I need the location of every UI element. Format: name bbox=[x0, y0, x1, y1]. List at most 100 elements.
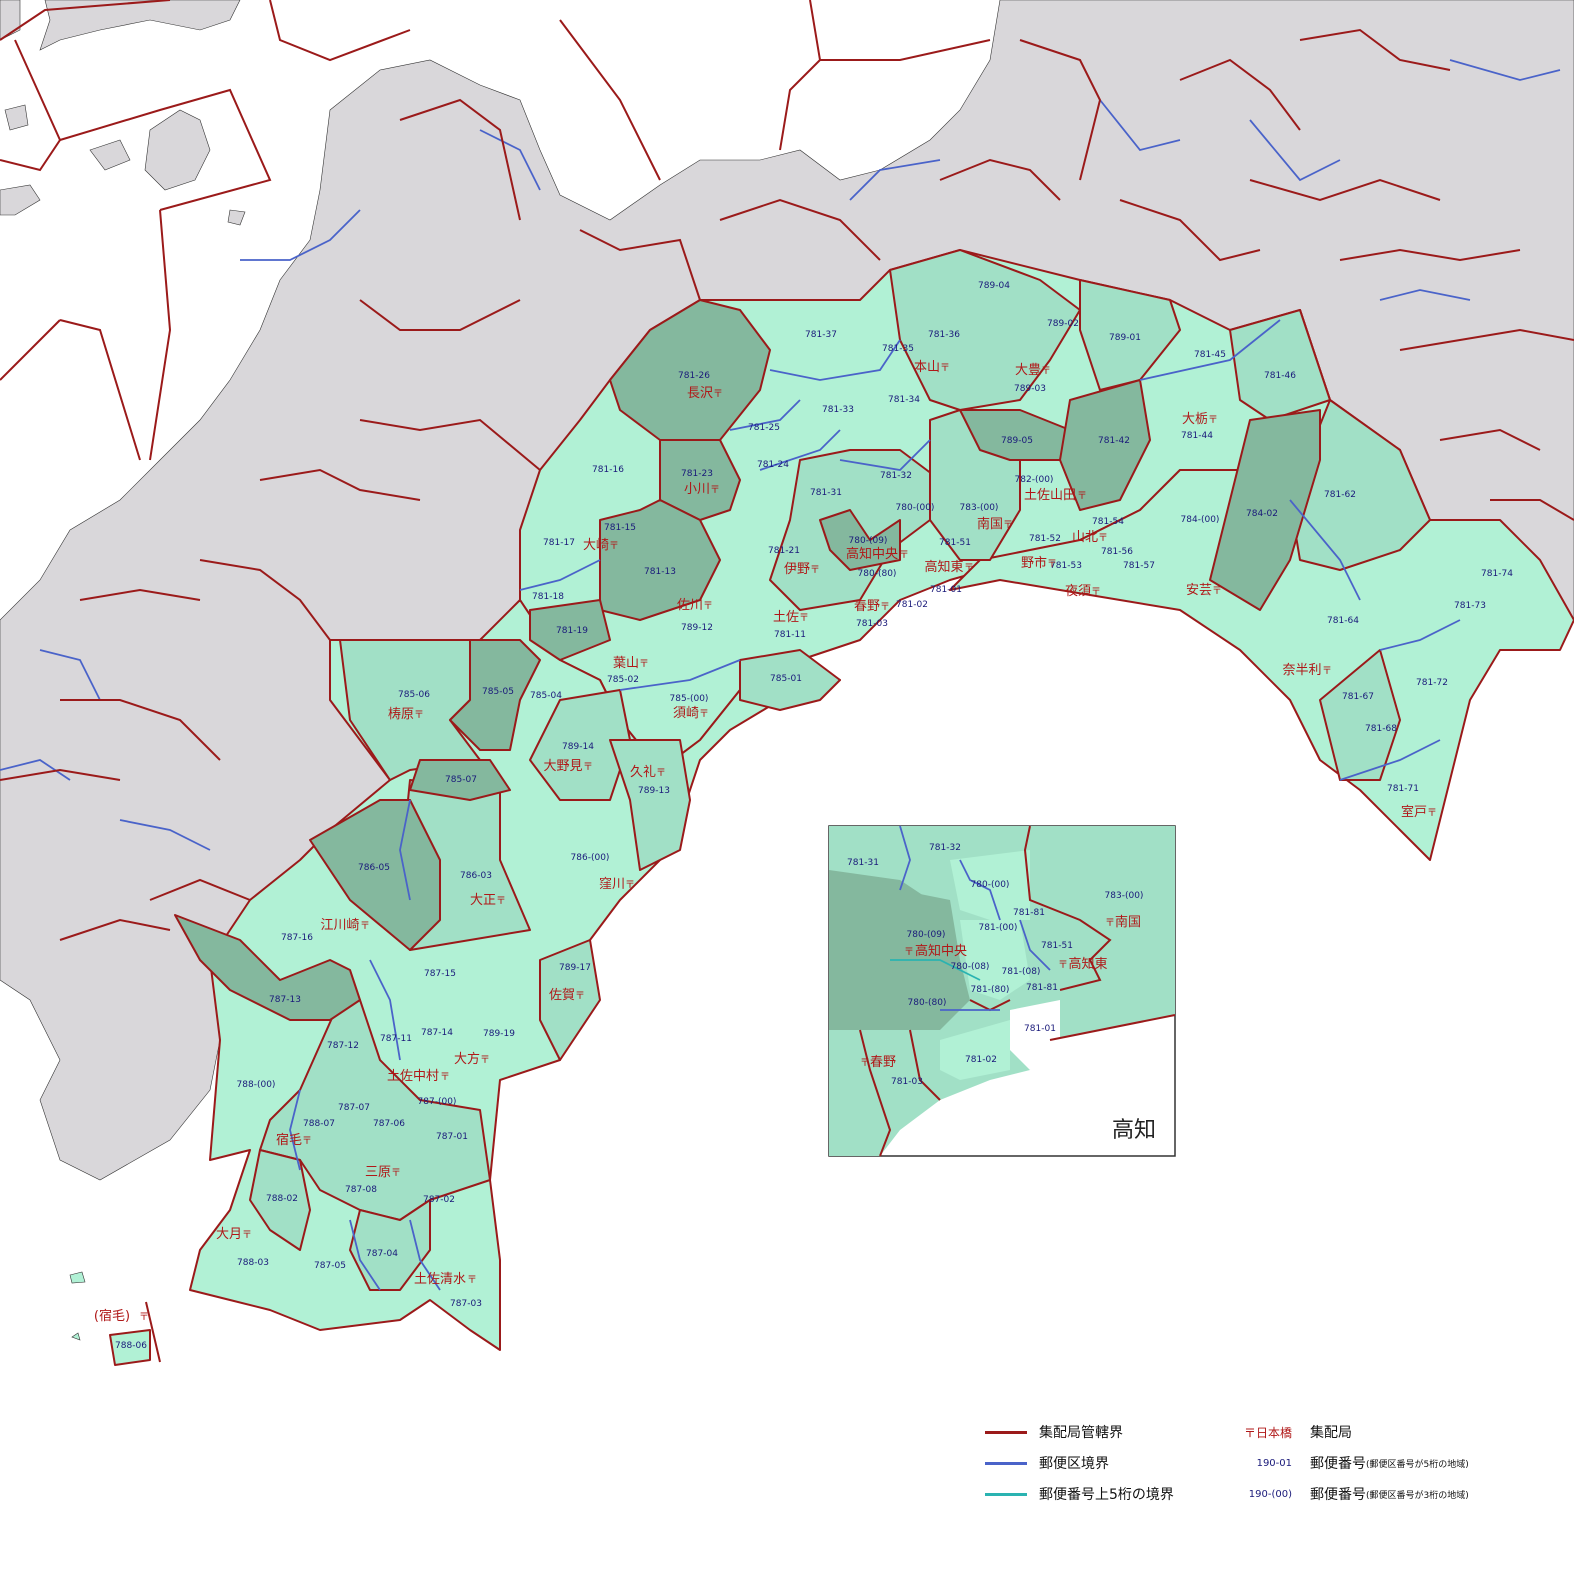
inset-postal-code-labels: 781-31 781-32 780-(00) 783-(00) 781-81 781-(0… bbox=[847, 843, 1143, 1087]
office-label: 小川 bbox=[684, 482, 710, 497]
post-office-icon: 〒 bbox=[1208, 415, 1218, 426]
postal-code-label: 788-07 bbox=[303, 1119, 335, 1129]
inset-postal-code-label: 781-(08) bbox=[1002, 967, 1041, 977]
postal-code-label: 787-04 bbox=[366, 1249, 398, 1259]
inset-postal-code-label: 781-01 bbox=[1024, 1024, 1056, 1034]
office-label: 宿毛 bbox=[276, 1132, 302, 1148]
postal-code-label: 788-06 bbox=[115, 1341, 147, 1351]
office-label: 大方 bbox=[454, 1051, 480, 1067]
office-label: 高知中央 bbox=[846, 546, 898, 562]
postal-code-label: 784-02 bbox=[1246, 509, 1278, 519]
inset-postal-code-label: 781-(00) bbox=[979, 923, 1018, 933]
postal-code-label: 783-(00) bbox=[960, 503, 999, 513]
postal-code-label: 781-21 bbox=[768, 546, 800, 556]
postal-code-label: 781-36 bbox=[928, 330, 960, 340]
postal-code-label: 782-(00) bbox=[1015, 475, 1054, 485]
office-label: 春野 bbox=[854, 599, 880, 614]
postal-code-label: 781-45 bbox=[1194, 350, 1226, 360]
post-office-icon: 〒 bbox=[440, 1072, 450, 1083]
post-office-icon: 〒 bbox=[899, 550, 909, 561]
post-office-icon: 〒 bbox=[583, 762, 593, 773]
legend-office: 〒日本橋 集配局 bbox=[1230, 1420, 1352, 1444]
post-office-icon: 〒 bbox=[1091, 587, 1101, 598]
legend-upper5-boundary: 郵便番号上5桁の境界 bbox=[985, 1482, 1174, 1506]
inset-postal-code-label: 781-51 bbox=[1041, 941, 1073, 951]
post-office-icon: 〒 bbox=[1322, 666, 1332, 677]
delivery-office-labels: 長沢 〒小川 〒大崎 〒佐川 〒伊野 〒高知中央 〒高知東 〒南国 〒土佐山田 〒本山〒大豊 〒大栃… bbox=[94, 360, 1437, 1324]
postal-code-label: 785-05 bbox=[482, 687, 514, 697]
postal-code-label: 785-07 bbox=[445, 775, 477, 785]
postal-code-label: 787-11 bbox=[380, 1034, 412, 1044]
postal-code-label: 781-56 bbox=[1101, 547, 1133, 557]
delivery-boundaries bbox=[0, 0, 1574, 941]
code3-label: 郵便番号 bbox=[1310, 1487, 1366, 1503]
office-label: 大野見 bbox=[543, 759, 582, 774]
postal-code-label: 781-13 bbox=[644, 567, 676, 577]
post-office-icon: 〒 bbox=[860, 1058, 870, 1069]
post-office-icon: 〒 bbox=[1427, 808, 1437, 819]
office-label: 南国 bbox=[977, 516, 1003, 532]
office-label: 梼原 bbox=[388, 706, 414, 722]
inset-postal-code-label: 780-(00) bbox=[971, 880, 1010, 890]
office-label: 伊野 bbox=[784, 562, 810, 577]
postal-code-label: 785-04 bbox=[530, 691, 562, 701]
office-label: 山北 bbox=[1072, 530, 1098, 545]
postal-code-label: 781-52 bbox=[1029, 534, 1061, 544]
postal-code-label: 787-03 bbox=[450, 1299, 482, 1309]
postal-code-label: 787-12 bbox=[327, 1041, 359, 1051]
office-label: 高知東 bbox=[924, 559, 963, 575]
postal-code-label: 780-(80) bbox=[858, 569, 897, 579]
postal-code-label: 781-03 bbox=[856, 619, 888, 629]
post-office-icon: 〒 bbox=[467, 1275, 477, 1286]
postal-code-label: 787-13 bbox=[269, 995, 301, 1005]
inset-title: 高知 bbox=[1112, 1118, 1157, 1143]
delivery-line-swatch bbox=[985, 1430, 1027, 1434]
code3-note: (郵便区番号が3桁の地域) bbox=[1366, 1490, 1469, 1501]
inset-map bbox=[828, 825, 1176, 1157]
post-office-icon: 〒 bbox=[1098, 533, 1108, 544]
postal-code-label: 781-32 bbox=[880, 471, 912, 481]
postal-code-label: 785-06 bbox=[398, 690, 430, 700]
post-office-icon: 〒 bbox=[639, 659, 649, 670]
postal-code-label: 781-31 bbox=[810, 488, 842, 498]
islands bbox=[69, 1271, 86, 1341]
post-office-icon: 〒 bbox=[1077, 491, 1087, 502]
postal-code-label: 781-19 bbox=[556, 626, 588, 636]
postal-code-label: 781-73 bbox=[1454, 601, 1486, 611]
post-office-icon: 〒 bbox=[810, 565, 820, 576]
office-label: 長沢 bbox=[687, 386, 713, 401]
upper5-line-swatch bbox=[985, 1492, 1027, 1496]
postal-code-label: 781-54 bbox=[1092, 517, 1124, 527]
postal-code-label: 781-34 bbox=[888, 395, 920, 405]
post-office-icon: 〒 bbox=[1058, 960, 1068, 971]
office-label: 佐川 bbox=[677, 598, 703, 613]
office-label: 大正 bbox=[470, 893, 496, 908]
postal-code-label: 789-02 bbox=[1047, 319, 1079, 329]
postal-code-label: 787-14 bbox=[421, 1028, 453, 1038]
postal-code-label: 784-(00) bbox=[1181, 515, 1220, 525]
office-label: 葉山 bbox=[613, 656, 639, 671]
post-office-icon: 〒 bbox=[656, 768, 666, 779]
postal-code-label: 781-74 bbox=[1481, 569, 1513, 579]
office-label: 三原 bbox=[365, 1165, 391, 1180]
postal-line-swatch bbox=[985, 1461, 1027, 1465]
postal-code-label: 781-18 bbox=[532, 592, 564, 602]
postal-code-label: 789-04 bbox=[978, 281, 1010, 291]
postal-code-label: 781-16 bbox=[592, 465, 624, 475]
inset-postal-code-label: 781-81 bbox=[1013, 908, 1045, 918]
post-office-icon: 〒 bbox=[1003, 520, 1013, 531]
post-office-icon: 〒 bbox=[1105, 918, 1115, 929]
inset-postal-code-label: 780-(08) bbox=[951, 962, 990, 972]
postal-code-label: 789-05 bbox=[1001, 436, 1033, 446]
post-office-icon: 〒 bbox=[302, 1136, 312, 1147]
post-office-icon: 〒 bbox=[1041, 366, 1051, 377]
post-office-icon: 〒 bbox=[609, 541, 619, 552]
inset-postal-code-label: 783-(00) bbox=[1105, 891, 1144, 901]
postal-code-label: 781-71 bbox=[1387, 784, 1419, 794]
post-office-icon: 〒 bbox=[139, 1312, 149, 1323]
postal-code-label: 787-02 bbox=[423, 1195, 455, 1205]
postal-code-label: 781-37 bbox=[805, 330, 837, 340]
post-office-icon: 〒 bbox=[964, 563, 974, 574]
postal-code-label: 781-44 bbox=[1181, 431, 1213, 441]
